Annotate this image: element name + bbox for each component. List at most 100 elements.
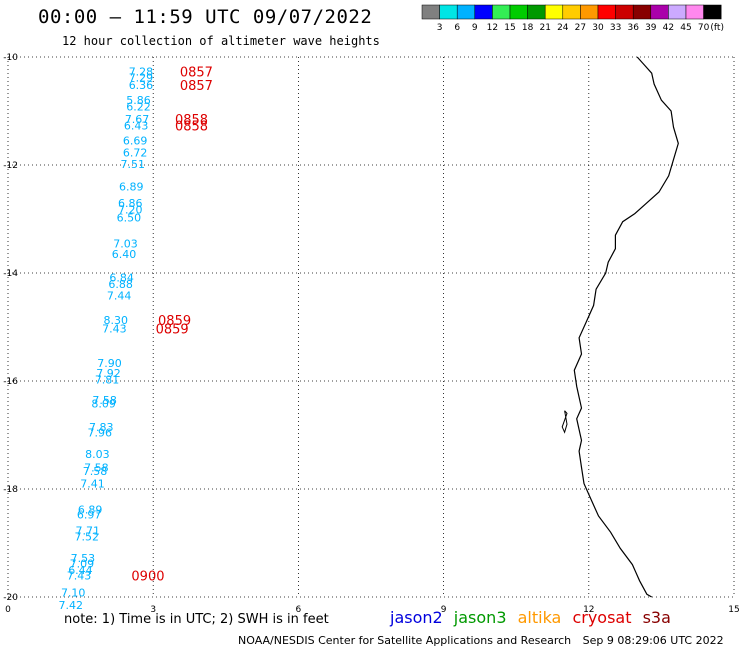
swh-value-label: 7.67 — [125, 113, 150, 126]
legend-swatch — [439, 4, 458, 20]
legend-swatch — [650, 4, 669, 20]
swh-value-label: 8.03 — [85, 448, 110, 461]
legend-tick-label: 9 — [472, 23, 478, 33]
swh-value-label: 7.58 — [92, 394, 117, 407]
pass-time-label: 0858 — [175, 120, 208, 135]
x-tick-label: 3 — [150, 605, 156, 615]
legend-tick-label: 70 — [698, 23, 710, 33]
credit-timestamp: Sep 9 08:29:06 UTC 2022 — [582, 634, 724, 647]
y-tick-label: -20 — [3, 593, 18, 603]
satellite-s3a: s3a — [642, 608, 671, 627]
footer-note: note: 1) Time is in UTC; 2) SWH is in fe… — [64, 612, 329, 627]
legend-swatch — [509, 4, 528, 20]
credit-org: NOAA/NESDIS Center for Satellite Applica… — [238, 634, 572, 647]
x-tick-label: 12 — [583, 605, 594, 615]
legend-tick-label: 15 — [504, 23, 515, 33]
x-tick-label: 9 — [441, 605, 447, 615]
swh-value-label: 7.41 — [80, 478, 105, 491]
satellite-cryosat: cryosat — [572, 608, 632, 627]
swh-value-label: 6.89 — [119, 181, 144, 194]
y-tick-label: -16 — [3, 377, 18, 387]
map-subtitle: 12 hour collection of altimeter wave hei… — [62, 34, 380, 48]
legend-swatch — [597, 4, 616, 20]
swh-value-label: 6.97 — [77, 508, 102, 521]
pass-time-label: 0857 — [180, 79, 213, 94]
y-tick-label: -14 — [3, 269, 18, 279]
swh-value-label: 7.43 — [67, 569, 92, 582]
swh-value-label: 6.50 — [117, 211, 142, 224]
satellite-legend: jason2 jason3 altika cryosat s3a — [390, 608, 677, 627]
legend-swatch — [421, 4, 440, 20]
wave-height-observations: 7.287.296.36 5.866.227.676.43 6.696.727.51… — [59, 66, 154, 613]
legend-tick-label: 21 — [539, 23, 550, 33]
swh-value-label: 7.53 — [71, 552, 96, 565]
swh-value-label: 7.58 — [83, 465, 108, 478]
map-grid — [7, 56, 735, 598]
pass-time-label: 0900 — [131, 569, 164, 584]
y-tick-label: -18 — [3, 485, 18, 495]
legend-unit: (ft) — [710, 23, 724, 33]
legend-tick-label: 12 — [487, 23, 498, 33]
x-tick-label: 0 — [5, 605, 11, 615]
swh-value-label: 6.36 — [129, 79, 154, 92]
legend-tick-label: 42 — [663, 23, 674, 33]
legend-swatch — [474, 4, 493, 20]
legend-tick-label: 30 — [592, 23, 604, 33]
swh-value-label: 7.58 — [84, 461, 109, 474]
x-tick-label: 6 — [296, 605, 302, 615]
swh-value-label: 7.20 — [118, 203, 143, 216]
pass-time-label: 0857 — [180, 66, 213, 81]
legend-swatch — [685, 4, 704, 20]
pass-time-label: 0859 — [156, 323, 189, 338]
swh-value-label: 6.44 — [68, 564, 93, 577]
legend-swatch — [632, 4, 652, 20]
legend-tick-label: 39 — [645, 23, 657, 33]
legend-tick-label: 45 — [680, 23, 691, 33]
pass-time-label: 0858 — [175, 113, 208, 128]
legend-swatch — [562, 4, 581, 20]
satellite-jason3: jason3 — [453, 608, 507, 627]
swh-value-label: 7.81 — [95, 373, 120, 386]
swh-value-label: 7.44 — [107, 290, 132, 303]
legend-tick-label: 6 — [454, 23, 460, 33]
legend-tick-label: 3 — [437, 23, 443, 33]
swh-value-label: 6.86 — [118, 197, 143, 210]
swh-value-label: 6.22 — [126, 101, 151, 114]
swh-value-label: 6.69 — [123, 135, 148, 148]
satellite-altika: altika — [517, 608, 562, 627]
pass-time-label: 0859 — [158, 314, 191, 329]
legend-swatch — [492, 4, 511, 20]
legend-swatch — [615, 4, 634, 20]
swh-value-label: 7.92 — [96, 367, 121, 380]
legend-swatch — [703, 4, 722, 20]
swh-value-label: 7.96 — [88, 426, 113, 439]
swh-value-label: 8.09 — [91, 398, 116, 411]
legend-tick-label: 18 — [522, 23, 534, 33]
axis-tick-labels: 0 3 6 9 12 15 -10 -12 -14 -16 -18 -20 — [3, 53, 739, 615]
swh-value-label: 5.86 — [126, 94, 151, 107]
swh-value-label: 7.28 — [129, 66, 154, 79]
y-tick-label: -12 — [3, 161, 18, 171]
swh-value-label: 7.52 — [74, 531, 99, 544]
legend-tick-label: 33 — [610, 23, 621, 33]
swh-value-label: 7.90 — [97, 357, 122, 370]
x-tick-label: 15 — [728, 605, 739, 615]
swh-value-label: 7.42 — [59, 599, 84, 612]
legend-swatch — [527, 4, 546, 20]
legend-swatch — [580, 4, 599, 20]
swh-value-label: 6.43 — [124, 120, 149, 133]
legend-swatch — [456, 4, 476, 20]
swh-value-label: 7.10 — [61, 587, 86, 600]
swh-value-label: 7.03 — [113, 237, 138, 250]
swh-value-label: 6.84 — [109, 271, 134, 284]
swh-value-label: 7.83 — [89, 421, 114, 434]
swh-value-label: 7.29 — [129, 72, 154, 85]
legend-swatch — [668, 4, 687, 20]
legend-tick-label: 27 — [575, 23, 586, 33]
footer-credit: NOAA/NESDIS Center for Satellite Applica… — [238, 634, 732, 647]
coastline — [561, 56, 679, 598]
legend-tick-label: 24 — [557, 23, 569, 33]
coastline-path — [573, 56, 679, 598]
legend-swatch — [544, 4, 564, 20]
